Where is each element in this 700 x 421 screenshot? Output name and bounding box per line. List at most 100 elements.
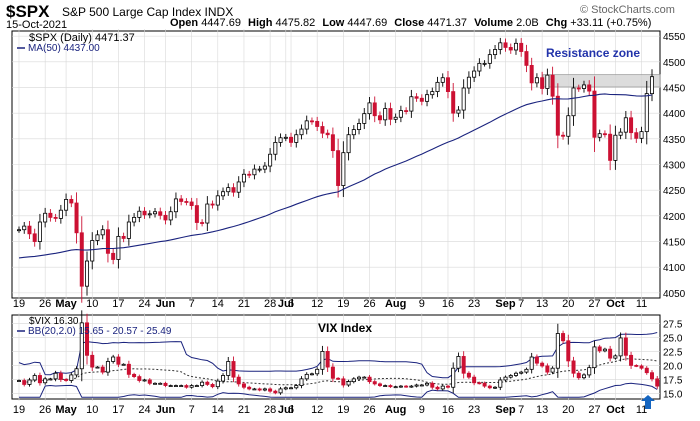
x-tick-label: 23 bbox=[468, 404, 480, 416]
vix-candle bbox=[592, 340, 597, 374]
close-value: 4471.37 bbox=[427, 17, 468, 29]
vix-candle bbox=[262, 387, 267, 392]
vix-candle bbox=[498, 377, 503, 391]
vix-y-tick-label: 22.5 bbox=[663, 347, 683, 358]
x-tick-label: May bbox=[55, 404, 77, 416]
x-tick-label: 26 bbox=[363, 298, 375, 310]
price-candle bbox=[461, 79, 466, 119]
vix-candle bbox=[210, 382, 215, 389]
price-candle bbox=[194, 198, 199, 230]
vix-candle bbox=[534, 354, 539, 366]
price-candle bbox=[16, 226, 21, 233]
price-candle bbox=[597, 129, 602, 142]
vix-candle bbox=[215, 378, 220, 390]
price-panel: 4050 4100 4150 4200 4250 4300 4350 4400 4450 4500… bbox=[11, 29, 686, 303]
chg-label: Chg bbox=[545, 17, 568, 29]
x-tick-label: Aug bbox=[385, 298, 406, 310]
price-candle bbox=[309, 117, 314, 125]
vix-candle bbox=[425, 381, 430, 387]
vix-candle bbox=[153, 382, 158, 385]
price-candle bbox=[58, 204, 63, 224]
vix-candle bbox=[278, 386, 283, 395]
price-candle bbox=[555, 83, 560, 149]
vix-candle bbox=[163, 381, 168, 388]
vix-candle bbox=[566, 334, 571, 367]
vix-candle bbox=[236, 374, 241, 387]
x-tick-label: 9 bbox=[419, 298, 425, 310]
x-tick-label: 17 bbox=[112, 404, 124, 416]
price-candle bbox=[90, 232, 95, 270]
vix-candle bbox=[105, 357, 110, 376]
vix-candle bbox=[608, 345, 613, 362]
bb-upper-band bbox=[18, 332, 658, 379]
volume-label: Volume bbox=[474, 17, 514, 29]
vix-candle bbox=[414, 383, 419, 388]
vix-candle bbox=[639, 364, 644, 370]
price-candle bbox=[74, 192, 79, 244]
vix-candle bbox=[655, 376, 660, 389]
price-candle bbox=[351, 125, 356, 140]
x-tick-label: 26 bbox=[39, 404, 51, 416]
vix-candle bbox=[508, 374, 513, 379]
low-value: 4447.69 bbox=[347, 17, 388, 29]
price-grid bbox=[12, 29, 660, 300]
price-candle bbox=[226, 183, 231, 196]
vix-candle bbox=[430, 381, 435, 390]
price-candle bbox=[430, 87, 435, 99]
vix-candle bbox=[576, 371, 581, 380]
price-y-tick-label: 4100 bbox=[663, 263, 686, 274]
vix-candle bbox=[37, 372, 42, 386]
price-candle bbox=[85, 251, 90, 296]
price-y-tick-label: 4400 bbox=[663, 109, 686, 120]
low-label: Low bbox=[322, 17, 345, 29]
price-candle bbox=[79, 216, 84, 303]
chg-value: +33.11 (+0.75%) bbox=[570, 17, 652, 29]
x-tick-label: May bbox=[55, 298, 77, 310]
price-candle bbox=[425, 89, 430, 107]
price-candle bbox=[252, 164, 257, 180]
price-candle bbox=[142, 207, 147, 219]
vix-y-tick-label: 17.5 bbox=[663, 375, 683, 386]
price-candle bbox=[121, 232, 126, 243]
price-candle bbox=[634, 128, 639, 143]
x-tick-label: 9 bbox=[419, 404, 425, 416]
watermark: © StockCharts.com bbox=[580, 4, 675, 16]
vix-candle bbox=[325, 346, 330, 373]
vix-candle bbox=[650, 370, 655, 382]
x-tick-label: 14 bbox=[212, 404, 224, 416]
price-candle bbox=[498, 37, 503, 55]
vix-candle bbox=[90, 351, 95, 372]
vix-candles bbox=[16, 310, 660, 395]
vix-candle bbox=[435, 385, 440, 391]
price-candle bbox=[283, 133, 288, 142]
x-tick-label: 19 bbox=[337, 298, 349, 310]
vix-candle bbox=[571, 356, 576, 378]
price-y-tick-label: 4300 bbox=[663, 161, 686, 172]
vix-candle bbox=[623, 332, 628, 361]
price-y-tick-label: 4150 bbox=[663, 238, 686, 249]
vix-candle bbox=[315, 367, 320, 376]
vix-candle bbox=[377, 382, 382, 387]
price-y-tick-label: 4500 bbox=[663, 58, 686, 69]
x-tick-label: 23 bbox=[468, 298, 480, 310]
vix-panel-frame bbox=[11, 314, 661, 400]
x-tick-label: 17 bbox=[112, 298, 124, 310]
x-tick-label: Jun bbox=[156, 298, 176, 310]
vix-candle bbox=[132, 372, 137, 379]
vix-candle bbox=[283, 386, 288, 391]
vix-candle bbox=[299, 376, 304, 389]
vix-y-ticks: 15.0 17.5 20.0 22.5 25.0 27.5 bbox=[663, 319, 683, 400]
price-candle bbox=[398, 105, 403, 123]
vix-candle bbox=[247, 385, 252, 391]
price-candle bbox=[372, 96, 377, 123]
x-tick-label: 7 bbox=[189, 298, 195, 310]
x-tick-label: 10 bbox=[86, 298, 98, 310]
price-candle bbox=[273, 136, 278, 161]
x-tick-label: Sep bbox=[495, 404, 515, 416]
price-candle bbox=[158, 207, 163, 220]
price-candle bbox=[561, 131, 566, 140]
x-tick-label: 13 bbox=[536, 404, 548, 416]
vix-candle bbox=[445, 384, 450, 389]
x-tick-label: 24 bbox=[138, 298, 150, 310]
vix-candle bbox=[409, 384, 414, 388]
